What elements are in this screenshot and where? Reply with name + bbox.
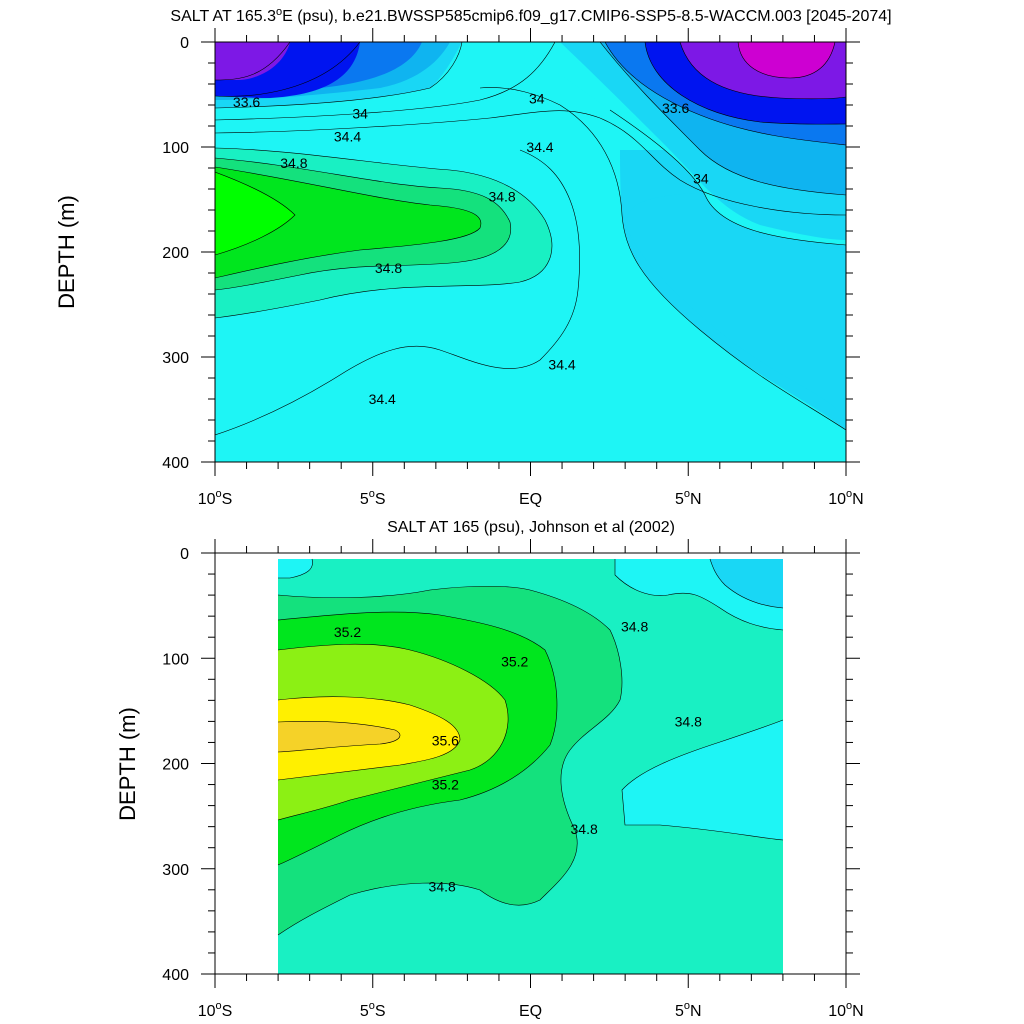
x-tick-label: 10oN bbox=[828, 488, 863, 508]
y-tick-label: 100 bbox=[162, 651, 189, 668]
y-tick-label: 200 bbox=[162, 757, 189, 774]
contour-label: 34.8 bbox=[488, 188, 515, 204]
contour-label: 35.6 bbox=[432, 732, 459, 748]
y-tick-label: 100 bbox=[162, 140, 189, 157]
contour-labels: 35.2 35.2 35.6 35.2 34.8 34.8 34.8 34.8 bbox=[334, 619, 702, 895]
axis-ticks: 0 100 200 300 400 10oS 5oS EQ 5oN 10oN bbox=[162, 28, 864, 508]
y-axis-label: DEPTH (m) bbox=[115, 707, 140, 821]
contour-label: 34 bbox=[693, 171, 709, 187]
contour-label: 34 bbox=[352, 105, 368, 121]
panel-title: SALT AT 165.3oE (psu), b.e21.BWSSP585cmi… bbox=[170, 6, 891, 25]
contour-label: 34.4 bbox=[526, 139, 553, 155]
axis-ticks: 0 100 200 300 400 10oS 5oS EQ 5oN 10oN bbox=[162, 539, 864, 1020]
x-tick-label: 10oN bbox=[828, 1000, 863, 1020]
contour-label: 35.2 bbox=[501, 653, 528, 669]
panel-title: SALT AT 165 (psu), Johnson et al (2002) bbox=[387, 519, 675, 536]
contour-label: 34.4 bbox=[334, 129, 361, 145]
fill-34.4-34.6 bbox=[278, 559, 783, 630]
fill-34.4-34.6-e bbox=[622, 720, 783, 840]
fill-34.4-34.6-w bbox=[278, 559, 313, 578]
fill-max-green bbox=[215, 172, 295, 255]
contour-lines bbox=[277, 558, 784, 936]
fill-34.2-34.4 bbox=[627, 191, 846, 462]
y-tick-label: 200 bbox=[162, 245, 189, 262]
y-axis-label: DEPTH (m) bbox=[54, 195, 79, 309]
fill-lt-33.6-w bbox=[215, 42, 290, 80]
x-tick-label: 5oS bbox=[360, 1000, 386, 1020]
x-tick-label: EQ bbox=[519, 1003, 542, 1020]
y-tick-label: 300 bbox=[162, 862, 189, 879]
contour-fills bbox=[215, 42, 846, 462]
x-tick-label: 5oN bbox=[675, 488, 702, 508]
panel-observations: SALT AT 165 (psu), Johnson et al (2002) bbox=[115, 519, 864, 1020]
x-tick-label: 10oS bbox=[198, 1000, 233, 1020]
contour-label: 34.8 bbox=[675, 713, 702, 729]
contour-label: 34.8 bbox=[571, 821, 598, 837]
panel-model: SALT AT 165.3oE (psu), b.e21.BWSSP585cmi… bbox=[54, 6, 892, 508]
contour-label: 34 bbox=[529, 91, 545, 107]
contour-lines bbox=[215, 42, 846, 436]
contour-label: 34.8 bbox=[429, 879, 456, 895]
x-tick-label: EQ bbox=[519, 491, 542, 508]
contour-fills bbox=[278, 559, 783, 974]
y-tick-label: 0 bbox=[180, 35, 189, 52]
contour-label: 35.2 bbox=[432, 777, 459, 793]
y-tick-label: 300 bbox=[162, 350, 189, 367]
contour-label: 34.8 bbox=[375, 260, 402, 276]
x-tick-label: 10oS bbox=[198, 488, 233, 508]
contour-label: 34.8 bbox=[621, 619, 648, 635]
y-tick-label: 400 bbox=[162, 455, 189, 472]
contour-label: 34.4 bbox=[369, 391, 396, 407]
x-tick-label: 5oN bbox=[675, 1000, 702, 1020]
contour-labels: 33.6 34 34.4 34.8 34 34.4 34.8 34.8 34.4 34.4 33.6… bbox=[233, 91, 709, 407]
y-tick-label: 0 bbox=[180, 546, 189, 563]
contour-label: 34.8 bbox=[280, 155, 307, 171]
contour-label: 35.2 bbox=[334, 624, 361, 640]
contour-label: 33.6 bbox=[233, 94, 260, 110]
fill-34.2-34.4 bbox=[710, 559, 783, 608]
y-tick-label: 400 bbox=[162, 967, 189, 984]
fill-max-core bbox=[738, 42, 835, 78]
contour-label: 33.6 bbox=[662, 100, 689, 116]
contour-label: 34.4 bbox=[548, 356, 575, 372]
fill-35.0-35.2 bbox=[215, 167, 481, 278]
x-tick-label: 5oS bbox=[360, 488, 386, 508]
